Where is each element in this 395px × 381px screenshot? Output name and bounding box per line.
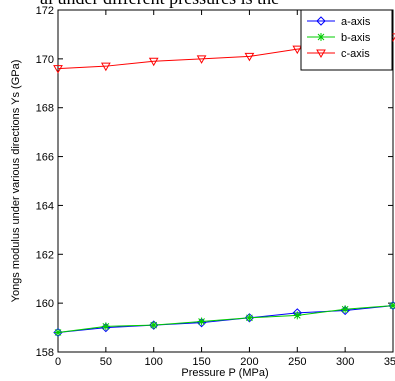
x-tick-label: 150 bbox=[192, 356, 210, 368]
y-tick-label: 158 bbox=[36, 347, 54, 359]
x-tick-label: 0 bbox=[55, 356, 61, 368]
x-tick-label: 200 bbox=[240, 356, 258, 368]
x-axis-label: Pressure P (MPa) bbox=[181, 367, 268, 379]
marker bbox=[293, 311, 302, 320]
marker bbox=[149, 321, 158, 330]
x-tick-label: 100 bbox=[145, 356, 163, 368]
y-axis-label: Yongs modulus under various directions Y… bbox=[10, 60, 22, 303]
series-line bbox=[57, 305, 394, 333]
marker bbox=[53, 65, 63, 74]
x-tick-label: 350 bbox=[384, 356, 395, 368]
marker bbox=[389, 301, 395, 310]
marker bbox=[245, 313, 254, 322]
marker bbox=[316, 49, 326, 59]
x-tick-label: 250 bbox=[288, 356, 306, 368]
y-tick-label: 170 bbox=[36, 54, 54, 66]
marker bbox=[388, 300, 395, 311]
marker bbox=[101, 322, 110, 331]
marker bbox=[100, 62, 111, 72]
marker bbox=[197, 317, 206, 326]
legend-box bbox=[300, 9, 393, 71]
series-line bbox=[57, 305, 394, 333]
y-tick-label: 172 bbox=[36, 5, 54, 17]
y-tick-label: 168 bbox=[36, 103, 54, 115]
marker bbox=[148, 57, 159, 67]
marker bbox=[54, 328, 62, 337]
marker bbox=[292, 45, 303, 55]
marker bbox=[316, 16, 326, 26]
cropped-caption: al under different pressures is the bbox=[40, 0, 279, 8]
x-tick-label: 50 bbox=[100, 356, 112, 368]
x-tick-label: 300 bbox=[336, 356, 354, 368]
y-tick-label: 160 bbox=[36, 298, 54, 310]
marker bbox=[341, 305, 350, 314]
legend-label: b-axis bbox=[341, 32, 371, 44]
y-tick-label: 166 bbox=[36, 152, 54, 164]
marker bbox=[149, 320, 159, 330]
marker bbox=[317, 33, 325, 41]
marker bbox=[196, 55, 207, 64]
legend-label: c-axis bbox=[341, 48, 370, 60]
marker bbox=[244, 52, 255, 62]
y-tick-label: 164 bbox=[36, 200, 54, 212]
legend-label: a-axis bbox=[341, 16, 371, 28]
y-tick-label: 162 bbox=[36, 249, 54, 261]
